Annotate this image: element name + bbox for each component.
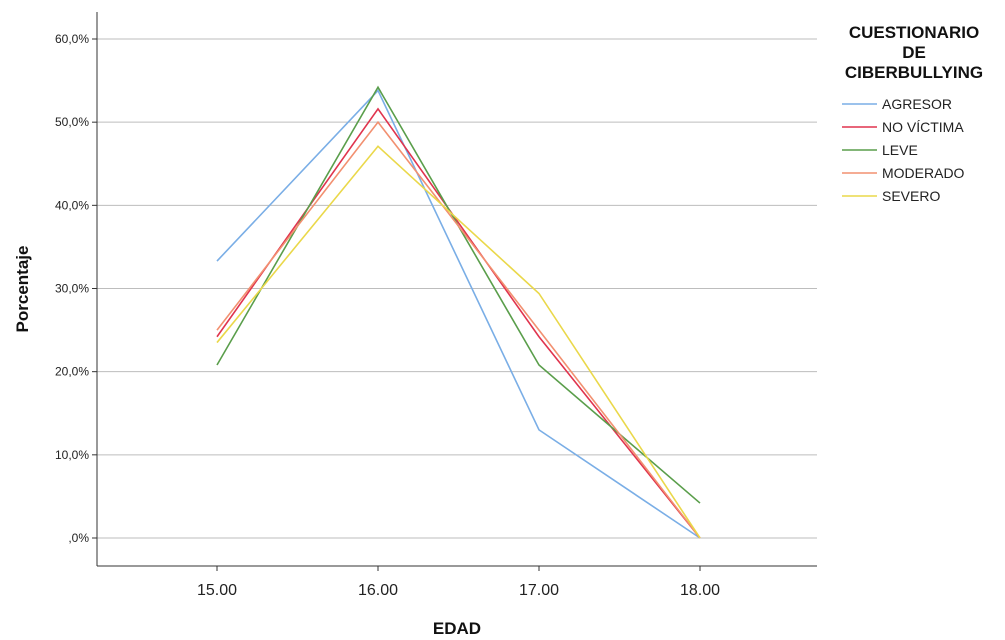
series-line-agresor [216, 89, 701, 539]
legend-label: MODERADO [882, 165, 965, 181]
y-tick-label: 30,0% [55, 282, 89, 296]
legend-title-line-3: CIBERBULLYING [845, 63, 983, 82]
gridlines [97, 38, 817, 539]
y-tick-label: 50,0% [55, 115, 89, 129]
legend-title-line-1: CUESTIONARIO [849, 23, 979, 42]
legend: CUESTIONARIO DE CIBERBULLYING AGRESOR NO … [842, 23, 983, 204]
x-tick-label: 16.00 [358, 582, 398, 599]
legend-label: AGRESOR [882, 96, 952, 112]
x-tick-label: 18.00 [680, 582, 720, 599]
x-axis-ticks: 15.00 16.00 17.00 18.00 [197, 566, 720, 599]
series-lines [216, 85, 701, 539]
y-axis-title: Porcentaje [13, 246, 32, 333]
legend-label: SEVERO [882, 188, 940, 204]
y-axis-ticks: ,0% 10,0% 20,0% 30,0% 40,0% 50,0% 60,0% [55, 32, 97, 545]
y-tick-label: 20,0% [55, 365, 89, 379]
y-tick-label: 10,0% [55, 448, 89, 462]
legend-label: LEVE [882, 142, 918, 158]
series-line-severo [216, 145, 701, 539]
series-line-no-v-ctima [216, 107, 701, 539]
series-line-leve [216, 85, 701, 504]
legend-items: AGRESOR NO VÍCTIMA LEVE MODERADO SEVERO [842, 96, 965, 204]
x-axis-title: EDAD [433, 619, 481, 638]
x-tick-label: 17.00 [519, 582, 559, 599]
legend-label: NO VÍCTIMA [882, 119, 964, 135]
x-tick-label: 15.00 [197, 582, 237, 599]
y-tick-label: 60,0% [55, 32, 89, 46]
series-line-moderado [216, 120, 701, 539]
legend-title-line-2: DE [902, 43, 926, 62]
y-tick-label: 40,0% [55, 198, 89, 212]
axes [96, 12, 817, 567]
y-tick-label: ,0% [68, 531, 89, 545]
